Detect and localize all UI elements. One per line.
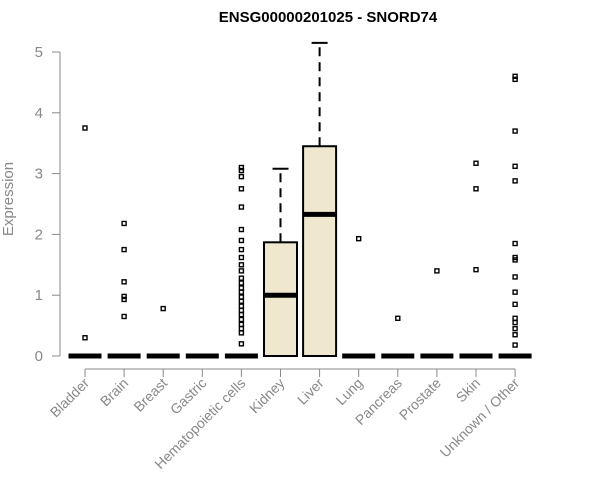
- x-tick-label: Skin: [453, 375, 484, 406]
- box-group: [342, 235, 376, 359]
- outlier-point: [160, 305, 166, 312]
- outlier-point: [238, 186, 245, 192]
- outlier-point: [512, 301, 518, 308]
- outlier-point: [238, 226, 245, 233]
- outlier-point: [238, 204, 245, 210]
- box-group: [224, 164, 258, 359]
- outlier-point: [238, 173, 245, 180]
- box-group: [420, 268, 454, 359]
- outlier-point: [238, 262, 245, 268]
- outlier-point: [238, 289, 245, 295]
- outlier-point: [512, 128, 518, 134]
- outlier-point: [238, 341, 245, 347]
- box-group: [146, 305, 180, 359]
- x-tick-label: Kidney: [246, 375, 288, 417]
- outlier-point: [121, 313, 127, 320]
- x-tick-label: Breast: [130, 375, 170, 415]
- plot-area: [68, 41, 532, 359]
- y-tick-label: 5: [35, 44, 43, 61]
- outlier-point: [395, 315, 401, 322]
- outlier-point: [82, 125, 88, 131]
- y-tick-label: 0: [35, 348, 43, 365]
- outlier-point: [238, 164, 245, 171]
- outlier-point: [238, 285, 245, 291]
- outlier-point: [238, 307, 245, 314]
- outlier-point: [238, 298, 245, 304]
- outlier-point: [238, 294, 245, 300]
- y-axis: 0 1 2 3 4 5: [35, 44, 61, 365]
- box-group: [459, 160, 493, 359]
- y-tick-label: 2: [35, 226, 43, 243]
- outlier-point: [512, 76, 518, 83]
- outlier-point: [238, 246, 245, 253]
- outlier-point: [238, 303, 245, 309]
- outlier-point: [512, 332, 518, 338]
- outlier-point: [512, 178, 518, 184]
- y-tick-label: 1: [35, 287, 43, 304]
- box-group: [263, 167, 298, 357]
- outlier-point: [238, 325, 245, 332]
- box-group: [302, 41, 338, 357]
- outlier-point: [238, 268, 245, 274]
- outlier-point: [356, 235, 362, 242]
- outlier-point: [82, 335, 88, 341]
- x-tick-label: Bladder: [47, 375, 93, 421]
- y-tick-label: 4: [35, 105, 43, 122]
- outlier-point: [238, 275, 245, 281]
- outlier-point: [512, 342, 518, 348]
- outlier-point: [512, 240, 518, 247]
- x-tick-label: Brain: [97, 375, 131, 409]
- outlier-point: [512, 315, 518, 322]
- outlier-point: [238, 311, 245, 318]
- outlier-point: [512, 319, 518, 326]
- chart-title: ENSG00000201025 - SNORD74: [219, 9, 438, 26]
- box-group: [381, 315, 415, 359]
- outlier-point: [512, 289, 518, 295]
- outlier-point: [512, 254, 518, 261]
- outlier-point: [238, 330, 245, 336]
- outlier-point: [473, 160, 479, 166]
- box-iqr: [263, 241, 298, 357]
- box-group: [107, 220, 141, 359]
- outlier-point: [238, 237, 245, 244]
- outlier-point: [512, 325, 518, 332]
- outlier-point: [238, 167, 245, 174]
- box-iqr: [302, 145, 338, 357]
- x-tick-label: Liver: [294, 375, 327, 408]
- outlier-point: [512, 163, 518, 170]
- outlier-point: [434, 268, 440, 274]
- outlier-point: [512, 73, 518, 80]
- outlier-point: [238, 316, 245, 323]
- outlier-point: [121, 279, 127, 285]
- box-group: [68, 125, 102, 359]
- y-tick-label: 3: [35, 166, 43, 183]
- outlier-point: [121, 293, 127, 300]
- outlier-point: [473, 186, 479, 192]
- outlier-point: [512, 274, 518, 280]
- outlier-point: [121, 220, 127, 227]
- outlier-point: [121, 246, 127, 253]
- outlier-point: [121, 296, 127, 303]
- x-tick-label: Prostate: [396, 375, 444, 423]
- outlier-point: [238, 254, 245, 261]
- box-group: [498, 73, 532, 359]
- outlier-point: [238, 280, 245, 286]
- outlier-point: [473, 266, 479, 273]
- outlier-point: [238, 321, 245, 328]
- y-axis-label: Expression: [0, 162, 17, 236]
- x-tick-label: Lung: [332, 375, 365, 408]
